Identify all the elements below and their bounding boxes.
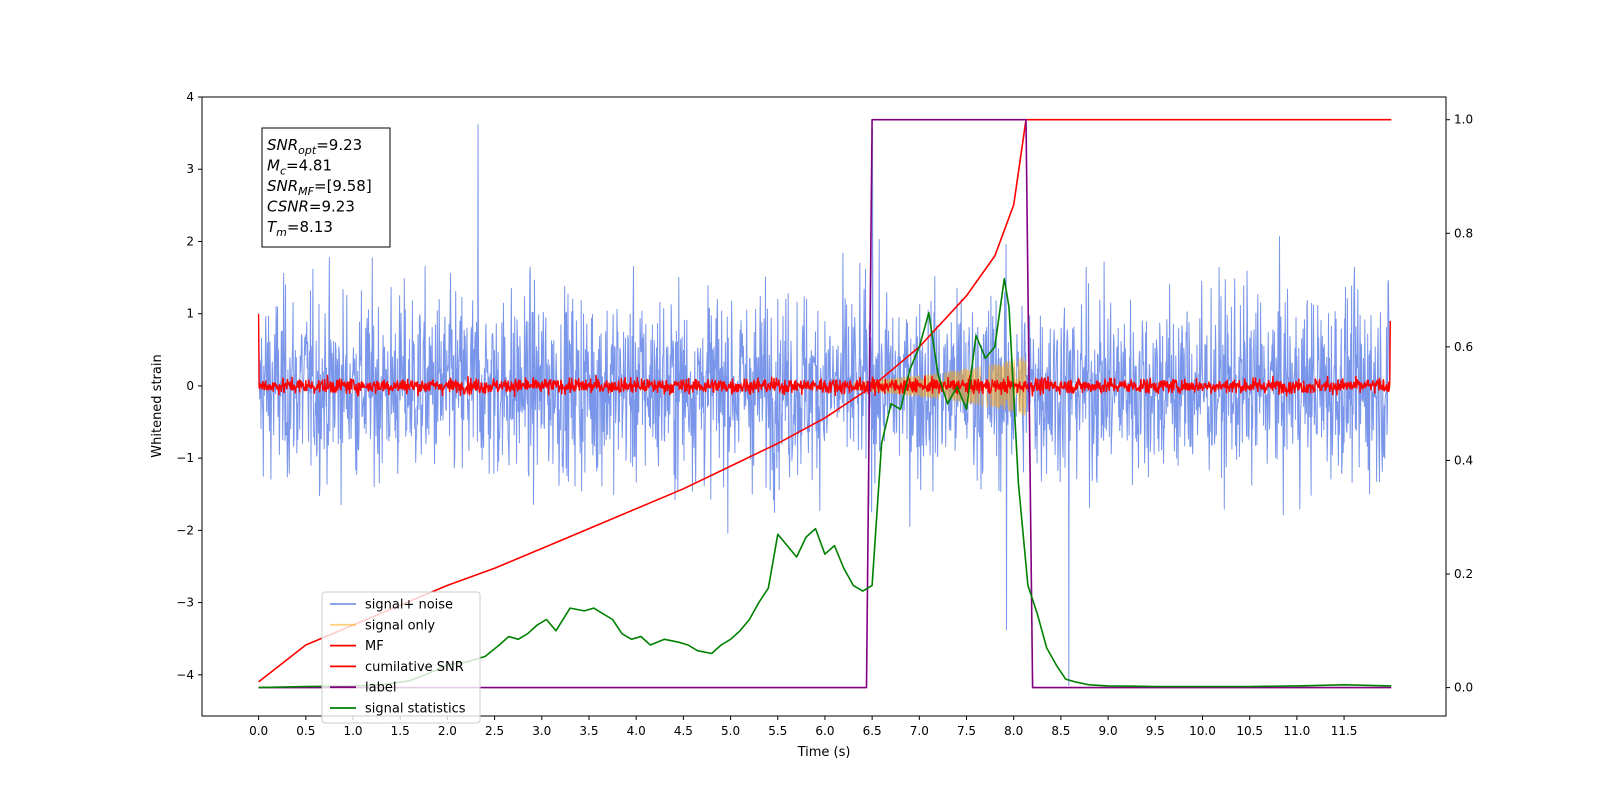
legend-label: cumilative SNR [365, 660, 464, 675]
y-left-axis-label: Whitened strain [150, 354, 165, 457]
x-tick-label: 3.5 [579, 724, 598, 738]
annotation-snr-opt: SNRopt=9.23 [267, 136, 362, 157]
series-mf [257, 313, 1391, 398]
x-tick-label: 11.5 [1331, 724, 1358, 738]
x-tick-label: 8.0 [1004, 724, 1023, 738]
legend-label: label [365, 681, 396, 696]
y-right-tick-label: 1.0 [1454, 113, 1473, 127]
x-axis-label: Time (s) [797, 745, 851, 760]
y-left-tick-label: 1 [186, 307, 194, 321]
annotation-m-c: Mc=4.81 [267, 157, 332, 178]
y-left-tick-label: 0 [186, 379, 194, 393]
series-signal-statistics [258, 277, 1392, 689]
legend-label: signal only [365, 618, 435, 633]
legend-item-signal-only: signal only [330, 618, 435, 633]
legend-item-mf: MF [330, 639, 384, 654]
legend-label: signal+ noise [365, 598, 453, 613]
annotation-frame [261, 127, 391, 248]
x-tick-label: 6.5 [863, 724, 882, 738]
x-tick-label: 11.0 [1284, 724, 1311, 738]
legend-item-cumilative-snr: cumilative SNR [330, 660, 464, 675]
legend-label: signal statistics [365, 702, 466, 717]
x-tick-label: 4.0 [627, 724, 646, 738]
series-label [258, 118, 1392, 689]
x-tick-label: 4.5 [674, 724, 693, 738]
annotation-t-m: Tm=8.13 [267, 218, 333, 239]
y-left-tick-label: 4 [186, 90, 194, 104]
x-tick-label: 9.0 [1099, 724, 1118, 738]
y-left-tick-label: 2 [186, 234, 194, 248]
x-tick-label: 2.0 [438, 724, 457, 738]
annotation-snr-mf: SNRMF=[9.58] [267, 177, 372, 198]
y-right-tick-label: 0.0 [1454, 681, 1473, 695]
y-right-tick-label: 0.4 [1454, 453, 1473, 467]
y-left-tick-label: −4 [176, 668, 194, 682]
x-tick-label: 2.5 [485, 724, 504, 738]
y-left-axis-ticks: −4 −3 −2 −1 0 1 2 3 4 [176, 90, 202, 682]
x-tick-label: 8.5 [1051, 724, 1070, 738]
y-right-axis-ticks: 0.0 0.2 0.4 0.6 0.8 1.0 [1446, 113, 1473, 695]
x-tick-label: 1.5 [391, 724, 410, 738]
x-tick-label: 3.0 [532, 724, 551, 738]
x-tick-label: 5.5 [768, 724, 787, 738]
x-tick-label: 0.0 [249, 724, 268, 738]
legend-frame [321, 591, 481, 724]
x-tick-label: 7.0 [910, 724, 929, 738]
y-right-tick-label: 0.8 [1454, 226, 1473, 240]
x-tick-label: 5.0 [721, 724, 740, 738]
x-tick-label: 7.5 [957, 724, 976, 738]
y-left-tick-label: −2 [176, 523, 194, 537]
y-left-tick-label: −1 [176, 451, 194, 465]
y-right-tick-label: 0.2 [1454, 567, 1473, 581]
annotation-csnr: CSNR=9.23 [267, 198, 355, 216]
plot-frame [201, 96, 1447, 717]
legend-item-signal-noise: signal+ noise [330, 598, 453, 613]
y-right-tick-label: 0.6 [1454, 340, 1473, 354]
legend-item-signal-statistics: signal statistics [330, 702, 466, 717]
y-left-tick-label: −3 [176, 596, 194, 610]
legend: signal+ noise signal only MF cumilative SNR… [321, 591, 481, 724]
x-tick-label: 1.0 [343, 724, 362, 738]
legend-item-label: label [330, 681, 396, 696]
x-tick-label: 0.5 [296, 724, 315, 738]
x-tick-label: 10.0 [1189, 724, 1216, 738]
y-left-tick-label: 3 [186, 162, 194, 176]
x-tick-label: 6.0 [815, 724, 834, 738]
x-tick-label: 9.5 [1146, 724, 1165, 738]
x-tick-label: 10.5 [1236, 724, 1263, 738]
legend-label: MF [365, 639, 384, 654]
